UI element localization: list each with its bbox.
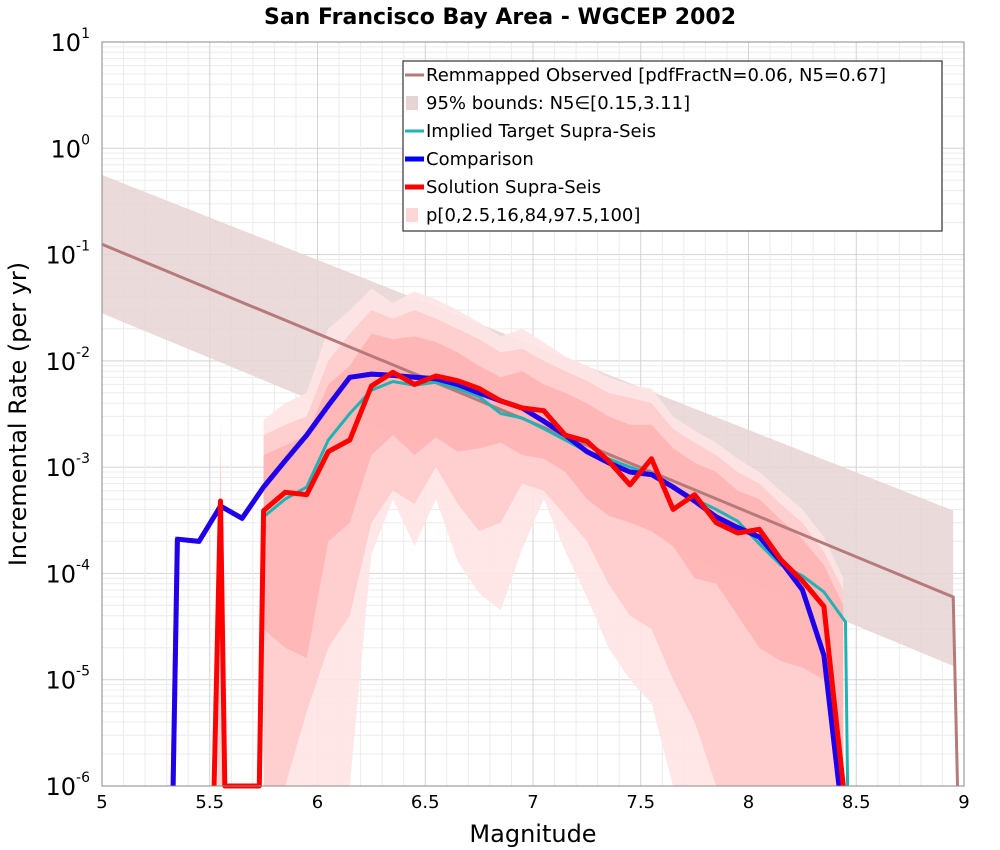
legend-label: Remmapped Observed [pdfFractN=0.06, N5=0… [426,65,886,86]
legend: Remmapped Observed [pdfFractN=0.06, N5=0… [402,60,943,232]
x-tick-label: 6 [312,792,323,813]
plot-frame [101,41,965,787]
legend-label: Solution Supra-Seis [426,177,601,198]
legend-swatch-band [406,208,418,222]
x-tick-label: 7 [527,792,538,813]
x-tick-label: 6.5 [411,792,440,813]
legend-box [402,60,943,232]
y-tick-label: 10-2 [45,345,90,376]
y-tick-label: 100 [51,132,90,163]
bounds-bands [102,175,954,786]
y-tick-label: 10-1 [45,239,90,270]
legend-label: Implied Target Supra-Seis [426,121,656,142]
y-tick-label: 10-5 [45,664,90,695]
legend-label: Comparison [426,149,534,170]
y-tick-label: 10-4 [45,557,90,588]
x-tick-label: 8 [743,792,754,813]
y-tick-label: 10-3 [45,451,90,482]
x-axis-label: Magnitude [469,820,596,848]
y-tick-label: 101 [51,26,90,57]
percentile-band-inner [263,333,844,786]
x-tick-label: 5 [96,792,107,813]
legend-label: p[0,2.5,16,84,97.5,100] [426,205,640,226]
y-tick-label: 10-6 [45,770,90,801]
legend-swatch-band [406,96,418,110]
legend-label: 95% bounds: N5∈[0.15,3.11] [426,93,690,114]
series-lines [101,242,959,789]
axis-ticks: 5 5.5 6 6.5 7 7.5 8 8.5 9 101 100 10-1 10-2 10-3 10-4 1… [45,26,969,813]
x-tick-label: 9 [958,792,969,813]
x-tick-label: 7.5 [626,792,655,813]
chart-title: San Francisco Bay Area - WGCEP 2002 [264,5,736,30]
x-tick-label: 5.5 [195,792,224,813]
solution-line [211,369,846,789]
y-axis-label: Incremental Rate (per yr) [4,262,32,566]
x-tick-label: 8.5 [842,792,871,813]
observed-line [101,242,959,787]
